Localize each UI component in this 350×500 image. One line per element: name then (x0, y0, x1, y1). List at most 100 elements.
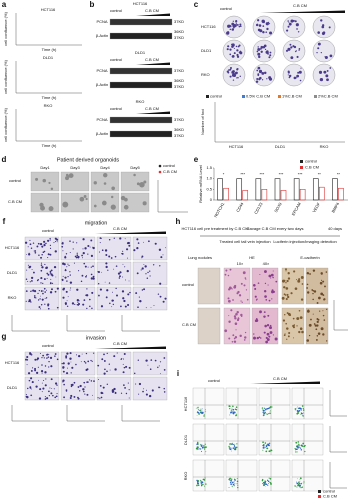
cell-speck (33, 250, 35, 252)
image-tile (132, 236, 168, 261)
cell-speck (294, 408, 297, 410)
cell-speck (145, 307, 147, 309)
cell-speck (145, 393, 148, 396)
cell-speck (229, 481, 232, 484)
cell-speck (284, 313, 286, 316)
cell-speck (229, 414, 231, 416)
cell-speck (93, 352, 95, 354)
culture-dish (252, 39, 276, 63)
cell-speck (100, 396, 103, 399)
row-label: DLD1 (183, 434, 188, 445)
cell-speck (122, 371, 125, 374)
cell-speck (238, 51, 241, 54)
cell-speck (53, 242, 55, 244)
cell-speck (105, 296, 108, 299)
image-tile (60, 286, 96, 311)
cell-speck (203, 415, 205, 417)
cell-speck (26, 364, 28, 366)
cell-speck (228, 445, 230, 448)
cell-speck (237, 485, 239, 487)
cell-speck (236, 53, 239, 57)
cell-speck (98, 294, 100, 297)
cell-speck (265, 408, 267, 411)
cell-speck (25, 358, 27, 361)
cell-speck (301, 486, 304, 488)
cell-speck (323, 319, 326, 321)
cell-speck (75, 354, 78, 356)
cell-speck (123, 299, 126, 303)
axis-label: Relative mRNA Level (198, 165, 203, 203)
cell-speck (322, 294, 325, 296)
cell-speck (120, 358, 122, 361)
cell-speck (262, 441, 264, 444)
cell-speck (301, 412, 303, 415)
cell-speck (27, 246, 29, 248)
cell-speck (267, 480, 270, 483)
cell-speck (69, 281, 73, 284)
cell-speck (230, 411, 232, 412)
cell-speck (127, 293, 130, 296)
cell-speck (197, 444, 199, 446)
cell-speck (49, 247, 52, 249)
cell-speck (229, 48, 231, 51)
cell-speck (231, 443, 233, 446)
size-label: 37KD (174, 133, 184, 138)
cell-speck (303, 411, 304, 413)
cell-speck (62, 362, 65, 365)
cell-speck (272, 276, 274, 279)
cell-speck (91, 291, 94, 294)
blot-title: RKO (136, 99, 145, 104)
gradient-wedge (250, 381, 320, 384)
bar (332, 178, 338, 201)
cell-speck (110, 204, 116, 210)
bar (255, 178, 262, 201)
cell-speck (234, 322, 238, 325)
cell-speck (306, 287, 309, 289)
cell-speck (298, 482, 300, 484)
cell-speck (298, 446, 300, 448)
cell-speck (32, 367, 34, 369)
row-label: HCT116 (201, 24, 216, 29)
cell-speck (86, 381, 88, 383)
cell-speck (49, 237, 51, 240)
cell-speck (288, 332, 291, 335)
cell-speck (295, 23, 299, 27)
cell-speck (269, 51, 272, 54)
cell-speck (258, 24, 262, 27)
cell-speck (233, 315, 237, 318)
cell-speck (235, 77, 238, 79)
cell-speck (37, 242, 40, 245)
cell-speck (322, 333, 325, 336)
cell-speck (263, 412, 265, 415)
cell-speck (198, 410, 200, 412)
cell-speck (257, 48, 261, 51)
panel-title: migration (85, 220, 108, 226)
legend-dot (158, 170, 162, 174)
cell-speck (69, 352, 72, 355)
row-label: control (182, 282, 194, 287)
cell-speck (82, 388, 85, 391)
cell-speck (326, 340, 328, 342)
cell-speck (67, 263, 69, 265)
cell-speck (150, 307, 152, 309)
cell-speck (295, 448, 298, 450)
cell-speck (56, 358, 59, 361)
cell-speck (326, 308, 328, 310)
cell-speck (41, 254, 43, 256)
cell-speck (46, 353, 49, 356)
plot-title: DLD1 (43, 55, 54, 60)
cell-speck (237, 486, 239, 489)
cell-speck (270, 449, 272, 451)
cell-speck (35, 297, 37, 299)
cell-speck (260, 45, 264, 49)
cell-speck (119, 237, 122, 240)
cell-speck (99, 237, 102, 239)
cell-speck (253, 336, 256, 340)
cell-speck (45, 242, 47, 245)
cell-speck (29, 265, 32, 268)
cell-speck (83, 195, 87, 198)
cell-speck (203, 479, 206, 481)
plot-axis (11, 405, 50, 422)
cell-speck (304, 444, 306, 447)
cell-speck (119, 271, 121, 273)
